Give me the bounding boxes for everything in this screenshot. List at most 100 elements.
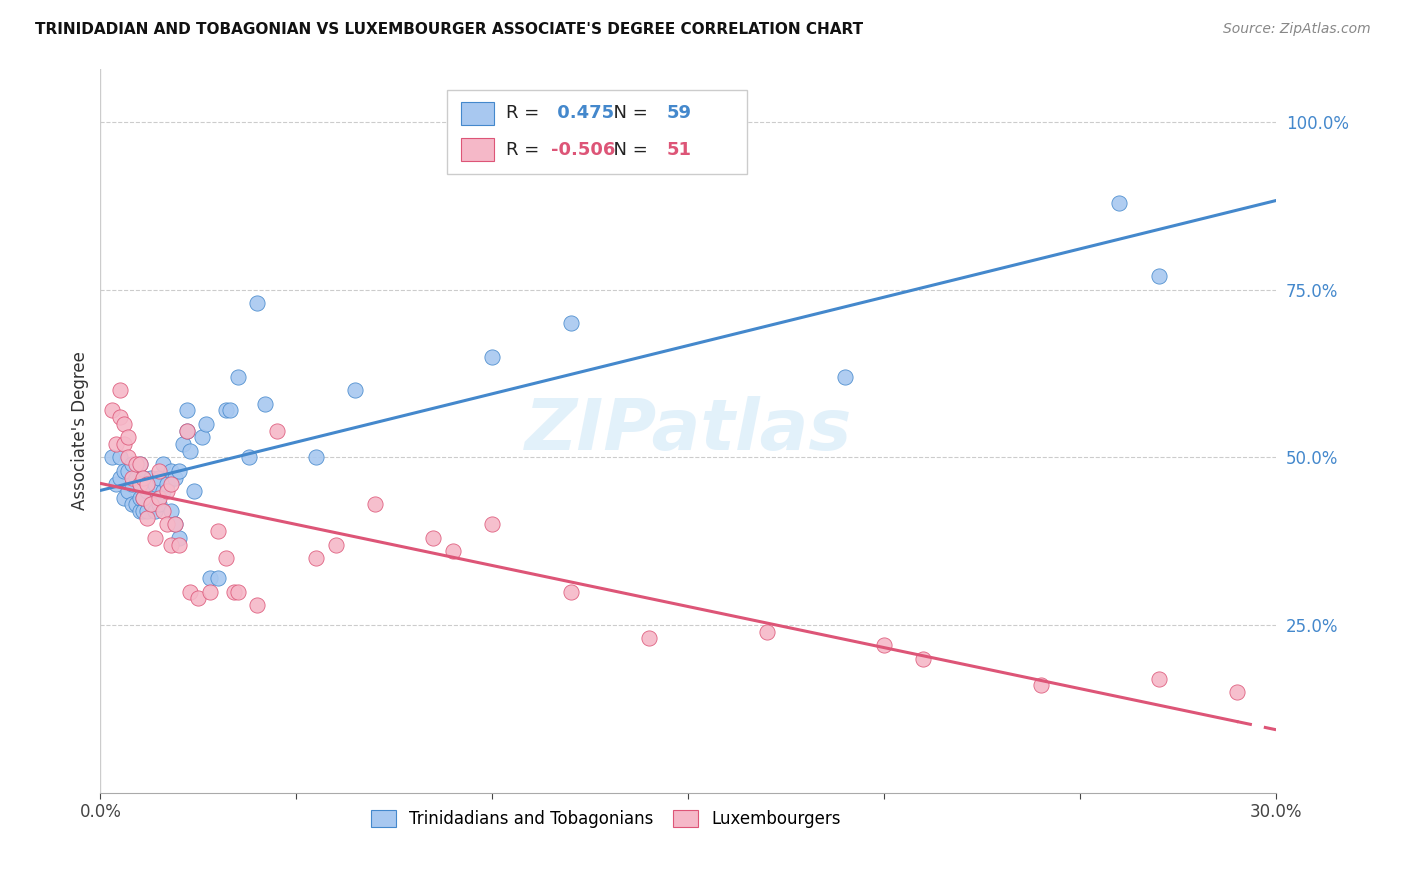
Point bbox=[152, 457, 174, 471]
Text: N =: N = bbox=[602, 104, 654, 122]
Point bbox=[124, 470, 146, 484]
Point bbox=[160, 477, 183, 491]
Point bbox=[253, 397, 276, 411]
Point bbox=[128, 477, 150, 491]
Point bbox=[112, 437, 135, 451]
Point bbox=[108, 450, 131, 465]
Point bbox=[136, 483, 159, 498]
Point bbox=[160, 464, 183, 478]
Point bbox=[105, 477, 128, 491]
Point bbox=[481, 517, 503, 532]
Point bbox=[141, 497, 163, 511]
Point bbox=[834, 370, 856, 384]
Point bbox=[156, 517, 179, 532]
Point bbox=[238, 450, 260, 465]
Text: Source: ZipAtlas.com: Source: ZipAtlas.com bbox=[1223, 22, 1371, 37]
Text: TRINIDADIAN AND TOBAGONIAN VS LUXEMBOURGER ASSOCIATE'S DEGREE CORRELATION CHART: TRINIDADIAN AND TOBAGONIAN VS LUXEMBOURG… bbox=[35, 22, 863, 37]
Point bbox=[176, 424, 198, 438]
Point bbox=[198, 571, 221, 585]
Point bbox=[156, 477, 179, 491]
Point bbox=[128, 457, 150, 471]
Point bbox=[160, 538, 183, 552]
Point bbox=[325, 538, 347, 552]
Point bbox=[207, 571, 229, 585]
Point bbox=[912, 651, 935, 665]
Point bbox=[167, 538, 190, 552]
Point bbox=[148, 491, 170, 505]
Point bbox=[363, 497, 385, 511]
Point bbox=[128, 477, 150, 491]
Point bbox=[167, 464, 190, 478]
Point bbox=[266, 424, 288, 438]
Point bbox=[112, 417, 135, 431]
Point bbox=[108, 410, 131, 425]
Legend: Trinidadians and Tobagonians, Luxembourgers: Trinidadians and Tobagonians, Luxembourg… bbox=[364, 804, 848, 835]
Point bbox=[187, 591, 209, 606]
Point bbox=[560, 316, 582, 330]
Point bbox=[638, 632, 661, 646]
Point bbox=[143, 477, 166, 491]
Point bbox=[117, 464, 139, 478]
Text: N =: N = bbox=[602, 141, 654, 159]
Text: R =: R = bbox=[506, 104, 546, 122]
Point bbox=[141, 470, 163, 484]
Point bbox=[163, 517, 186, 532]
Point bbox=[121, 457, 143, 471]
Point bbox=[179, 443, 201, 458]
Point bbox=[222, 584, 245, 599]
Point bbox=[226, 584, 249, 599]
Point bbox=[132, 491, 155, 505]
Point bbox=[163, 470, 186, 484]
Point bbox=[136, 510, 159, 524]
Point bbox=[207, 524, 229, 538]
Text: 51: 51 bbox=[666, 141, 692, 159]
Point bbox=[128, 491, 150, 505]
Point bbox=[1029, 678, 1052, 692]
Point bbox=[215, 551, 238, 566]
Point bbox=[441, 544, 464, 558]
Point bbox=[132, 470, 155, 484]
Text: -0.506: -0.506 bbox=[551, 141, 614, 159]
Point bbox=[143, 531, 166, 545]
Point bbox=[422, 531, 444, 545]
Point bbox=[172, 437, 194, 451]
Point bbox=[560, 584, 582, 599]
Point bbox=[156, 483, 179, 498]
Point bbox=[195, 417, 218, 431]
Point bbox=[163, 517, 186, 532]
Point bbox=[160, 504, 183, 518]
Point bbox=[132, 491, 155, 505]
Point bbox=[183, 483, 205, 498]
Point bbox=[121, 470, 143, 484]
Point bbox=[136, 477, 159, 491]
Point bbox=[1147, 269, 1170, 284]
Point bbox=[198, 584, 221, 599]
Point bbox=[176, 424, 198, 438]
Point bbox=[305, 450, 328, 465]
Point bbox=[121, 477, 143, 491]
Point bbox=[117, 430, 139, 444]
Point bbox=[152, 483, 174, 498]
Bar bbox=[461, 138, 495, 161]
Point bbox=[141, 497, 163, 511]
Point bbox=[218, 403, 240, 417]
Point bbox=[136, 504, 159, 518]
Point bbox=[167, 531, 190, 545]
Point bbox=[481, 350, 503, 364]
Point bbox=[1226, 685, 1249, 699]
Point bbox=[148, 470, 170, 484]
Point bbox=[152, 504, 174, 518]
Point bbox=[176, 403, 198, 417]
Point bbox=[108, 470, 131, 484]
Point bbox=[101, 403, 124, 417]
Point bbox=[128, 457, 150, 471]
Point bbox=[132, 504, 155, 518]
Point bbox=[191, 430, 214, 444]
Point bbox=[112, 491, 135, 505]
Text: 0.475: 0.475 bbox=[551, 104, 614, 122]
Point bbox=[226, 370, 249, 384]
Text: ZIPatlas: ZIPatlas bbox=[524, 396, 852, 465]
Point bbox=[117, 483, 139, 498]
Point bbox=[873, 638, 896, 652]
Point bbox=[1108, 195, 1130, 210]
